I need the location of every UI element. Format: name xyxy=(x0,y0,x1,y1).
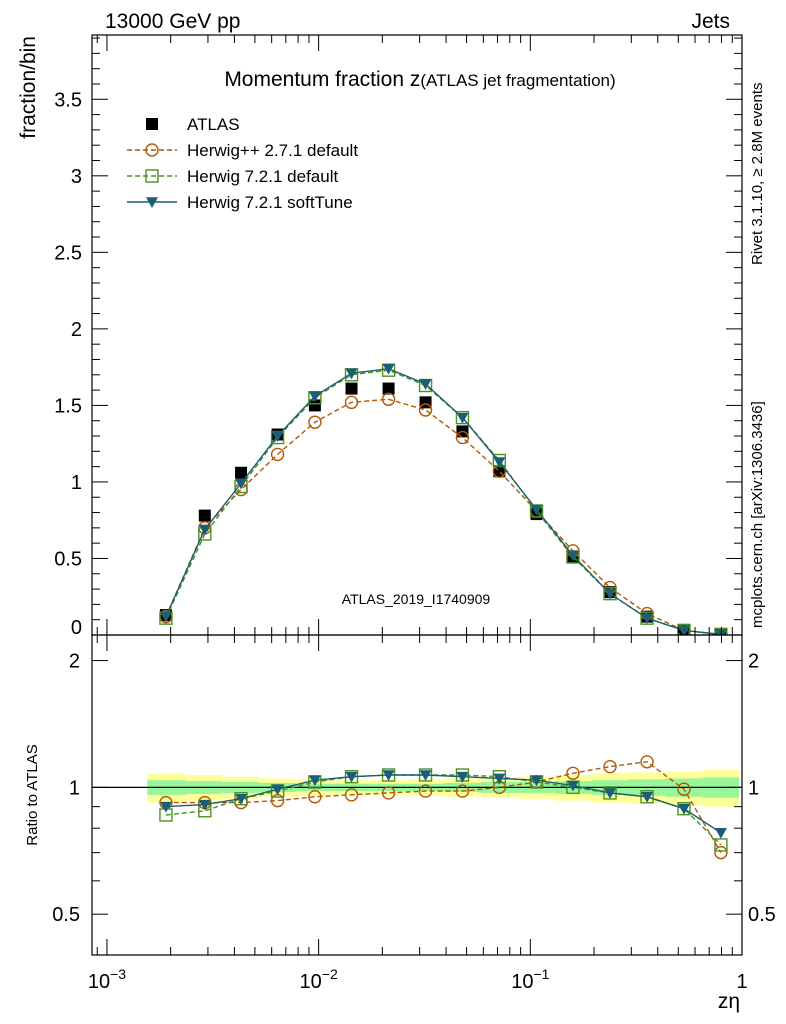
legend-label-2: Herwig 7.2.1 default xyxy=(187,167,338,186)
analysis-watermark: ATLAS_2019_I1740909 xyxy=(342,591,491,607)
series-3-point xyxy=(271,431,284,443)
process-label: Jets xyxy=(691,10,730,33)
series-0-point xyxy=(345,382,358,395)
y-tick-label: 3 xyxy=(71,166,82,188)
y-tick-label: 1.5 xyxy=(54,395,82,417)
series-3-point xyxy=(677,625,690,635)
legend: ATLAS Herwig++ 2.7.1 default Herwig 7.2.1 … xyxy=(127,115,358,212)
rivet-label: Rivet 3.1.10, ≥ 2.8M events xyxy=(749,83,766,266)
series-3-point xyxy=(456,412,469,424)
y-tick-label: 0.5 xyxy=(54,548,82,570)
series-1-point xyxy=(381,392,396,406)
y-tick-label: 2 xyxy=(71,319,82,341)
series-3-point xyxy=(382,363,395,375)
ratio-axis-label: Ratio to ATLAS xyxy=(24,744,41,845)
legend-marker-0 xyxy=(146,118,158,130)
series-3-ratio-point xyxy=(235,793,248,805)
series-2-ratio-point xyxy=(714,838,728,852)
series-3-point xyxy=(493,457,506,469)
series-1-ratio-point xyxy=(381,786,396,800)
ratio-panel: 10−3 10−2 10−1 1 0.5 0.5 1 1 2 2 xyxy=(52,634,776,993)
series-0-point xyxy=(308,399,321,412)
plot-title: Momentum fraction z(ATLAS jet fragmentat… xyxy=(224,68,615,91)
legend-marker-2 xyxy=(145,169,159,183)
series-3-point xyxy=(566,550,579,562)
series-3-point xyxy=(604,588,617,600)
x-axis-label: zη xyxy=(718,990,740,1013)
series-3-ratio-point xyxy=(382,770,395,781)
series-3-point xyxy=(714,629,727,635)
series-0-point xyxy=(235,466,248,479)
y-tick-label: 1 xyxy=(71,472,82,494)
x-tick-label: 1 xyxy=(736,971,747,993)
x-tick-label: 10−2 xyxy=(300,966,338,993)
ratio-frame xyxy=(91,634,743,956)
series-1-point xyxy=(455,430,470,445)
series-3-point xyxy=(419,379,432,390)
series-3-ratio-point xyxy=(271,784,284,796)
y-tick-label: 2.5 xyxy=(54,242,82,264)
series-1-ratio-point xyxy=(714,845,728,860)
series-1-ratio-point xyxy=(308,790,322,804)
ratio-tick-label-right: 1 xyxy=(748,777,759,799)
energy-label: 13000 GeV pp xyxy=(105,10,240,33)
series-1-ratio-point xyxy=(677,782,691,796)
ratio-tick-label: 0.5 xyxy=(52,904,80,926)
ratio-tick-label: 2 xyxy=(69,651,80,673)
series-1-ratio-point xyxy=(640,755,654,769)
series-3-ratio-point xyxy=(530,775,543,787)
series-1-point xyxy=(308,415,322,429)
plot-title-main: Momentum fraction z xyxy=(224,68,420,91)
y-tick-label: 3.5 xyxy=(54,89,82,111)
series-1-ratio-point xyxy=(566,766,580,780)
series-1-ratio-point xyxy=(344,788,359,802)
series-3-ratio-point xyxy=(419,770,432,781)
series-1-ratio-point xyxy=(418,784,433,798)
series-3-ratio-point xyxy=(641,791,654,803)
series-1-point xyxy=(270,447,285,462)
series-1-point xyxy=(418,403,433,417)
series-3-point xyxy=(198,524,211,536)
series-3-point xyxy=(308,391,321,403)
series-0-point xyxy=(382,382,395,395)
series-1-ratio-point xyxy=(455,784,470,798)
series-3-ratio-point xyxy=(456,771,469,783)
series-1-ratio-line xyxy=(165,761,722,853)
series-3-ratio-point xyxy=(604,788,617,799)
legend-marker-1 xyxy=(145,143,159,157)
ratio-tick-label-right: 0.5 xyxy=(748,904,776,926)
series-3-ratio-point xyxy=(566,780,579,792)
y-tick-label: 0 xyxy=(71,617,82,639)
legend-label-1: Herwig++ 2.7.1 default xyxy=(187,141,358,160)
x-tick-label: 10−1 xyxy=(511,966,549,993)
series-3-point xyxy=(641,613,654,625)
series-3-ratio-point xyxy=(493,773,506,785)
y-axis-label: fraction/bin xyxy=(17,36,40,139)
series-3-ratio-point xyxy=(677,803,690,815)
legend-marker-3 xyxy=(146,197,158,208)
series-3-ratio-point xyxy=(159,801,172,813)
series-3-ratio-point xyxy=(345,771,358,783)
series-3-line xyxy=(165,367,721,635)
series-3-point xyxy=(530,504,543,516)
series-3-point xyxy=(235,478,248,490)
series-0-point xyxy=(198,509,211,522)
legend-label-0: ATLAS xyxy=(187,115,240,134)
mcplots-label: mcplots.cern.ch [arXiv:1306.3436] xyxy=(749,401,766,628)
series-1-ratio-point xyxy=(603,759,617,774)
series-3-ratio-point xyxy=(714,828,727,839)
x-tick-label: 10−3 xyxy=(88,966,126,993)
series-1-point xyxy=(344,395,359,410)
series-3-ratio-point xyxy=(198,799,211,811)
series-3-ratio-line xyxy=(165,774,722,834)
series-3-point xyxy=(345,368,358,380)
ratio-tick-label: 1 xyxy=(69,777,80,799)
plot-title-sub: (ATLAS jet fragmentation) xyxy=(420,71,615,90)
series-3-point xyxy=(159,611,172,623)
ratio-tick-label-right: 2 xyxy=(748,651,759,673)
series-3-ratio-point xyxy=(308,775,321,787)
main-panel: 0 0.5 1 1.5 2 2.5 3 3.5 Momentum fraction z(ATL… xyxy=(54,34,743,639)
legend-label-3: Herwig 7.2.1 softTune xyxy=(187,193,353,212)
